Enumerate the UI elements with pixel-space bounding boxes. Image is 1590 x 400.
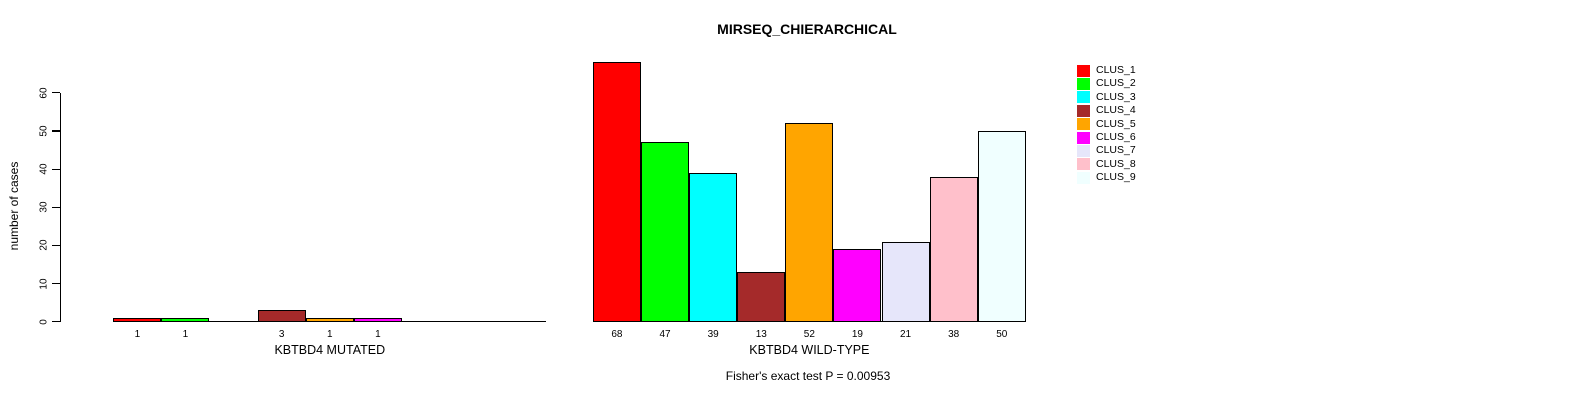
bar bbox=[257, 310, 306, 322]
legend-label: CLUS_3 bbox=[1096, 90, 1136, 103]
bar-value-label: 68 bbox=[611, 328, 623, 340]
x-axis-line bbox=[113, 321, 547, 323]
legend-row: CLUS_5 bbox=[1077, 118, 1136, 131]
legend-swatch bbox=[1077, 78, 1090, 91]
fisher-test-annotation: Fisher's exact test P = 0.00953 bbox=[725, 369, 891, 383]
y-tick-label: 30 bbox=[38, 201, 50, 213]
legend-row: CLUS_1 bbox=[1077, 64, 1136, 77]
x-axis-line bbox=[592, 321, 1026, 323]
legend-swatch bbox=[1077, 158, 1090, 171]
legend-label: CLUS_8 bbox=[1096, 157, 1136, 170]
x-axis-label: KBTBD4 MUTATED bbox=[274, 342, 386, 357]
bar bbox=[929, 176, 978, 322]
bar-value-label: 13 bbox=[755, 328, 767, 340]
legend-swatch bbox=[1077, 171, 1090, 184]
y-tick-label: 0 bbox=[38, 319, 50, 325]
bar-value-label: 1 bbox=[134, 328, 141, 340]
legend-row: CLUS_6 bbox=[1077, 131, 1136, 144]
legend-label: CLUS_9 bbox=[1096, 171, 1136, 184]
legend-label: CLUS_4 bbox=[1096, 104, 1136, 117]
legend-swatch bbox=[1077, 91, 1090, 104]
legend-row: CLUS_8 bbox=[1077, 158, 1136, 171]
legend-row: CLUS_7 bbox=[1077, 144, 1136, 158]
legend-swatch bbox=[1077, 145, 1090, 158]
y-tick bbox=[52, 283, 60, 285]
bar-value-label: 52 bbox=[803, 328, 815, 340]
bar bbox=[592, 62, 641, 322]
legend-swatch bbox=[1077, 118, 1090, 131]
y-tick bbox=[52, 92, 60, 94]
legend-label: CLUS_5 bbox=[1096, 117, 1136, 130]
bar-value-label: 39 bbox=[707, 328, 719, 340]
bar-value-label: 1 bbox=[326, 328, 333, 340]
bar-value-label: 47 bbox=[659, 328, 671, 340]
y-tick bbox=[52, 244, 60, 247]
y-tick bbox=[52, 206, 60, 208]
legend-label: CLUS_2 bbox=[1096, 77, 1136, 90]
bar-value-label: 3 bbox=[278, 328, 285, 340]
legend-row: CLUS_2 bbox=[1077, 77, 1136, 91]
y-tick bbox=[52, 168, 60, 170]
legend-label: CLUS_7 bbox=[1096, 144, 1136, 157]
chart-title: MIRSEQ_CHIERARCHICAL bbox=[717, 21, 897, 37]
legend-swatch bbox=[1077, 131, 1090, 144]
y-tick bbox=[52, 321, 60, 323]
legend-row: CLUS_9 bbox=[1077, 171, 1136, 184]
bar bbox=[785, 123, 834, 322]
legend-swatch bbox=[1077, 64, 1090, 77]
bar-value-label: 50 bbox=[996, 328, 1008, 340]
y-tick-label: 40 bbox=[38, 163, 50, 175]
bar bbox=[833, 249, 882, 322]
legend-label: CLUS_6 bbox=[1096, 130, 1136, 143]
legend-label: CLUS_1 bbox=[1096, 64, 1136, 76]
bar-value-label: 1 bbox=[375, 328, 381, 340]
bar bbox=[977, 130, 1026, 322]
legend-row: CLUS_3 bbox=[1077, 91, 1136, 104]
bar-value-label: 21 bbox=[899, 328, 912, 340]
bar bbox=[737, 272, 786, 322]
y-tick-label: 10 bbox=[38, 278, 50, 290]
legend-row: CLUS_4 bbox=[1077, 104, 1136, 117]
bar-value-label: 1 bbox=[182, 328, 189, 340]
y-tick bbox=[52, 130, 60, 132]
y-tick-label: 60 bbox=[38, 87, 50, 99]
legend: CLUS_1 CLUS_2 CLUS_3 CLUS_4 CLUS_5 CLUS_6 CLUS… bbox=[1077, 64, 1136, 185]
bar bbox=[689, 172, 738, 322]
y-tick-label: 50 bbox=[38, 125, 50, 137]
bar bbox=[641, 142, 690, 322]
x-axis-label: KBTBD4 WILD-TYPE bbox=[749, 342, 870, 357]
y-tick-label: 20 bbox=[38, 239, 50, 252]
bar-value-label: 19 bbox=[851, 328, 863, 340]
legend-swatch bbox=[1077, 104, 1090, 117]
bar bbox=[881, 241, 930, 322]
y-axis-title: number of cases bbox=[7, 161, 21, 251]
bar-value-label: 38 bbox=[948, 328, 960, 340]
y-axis-line bbox=[60, 92, 62, 322]
